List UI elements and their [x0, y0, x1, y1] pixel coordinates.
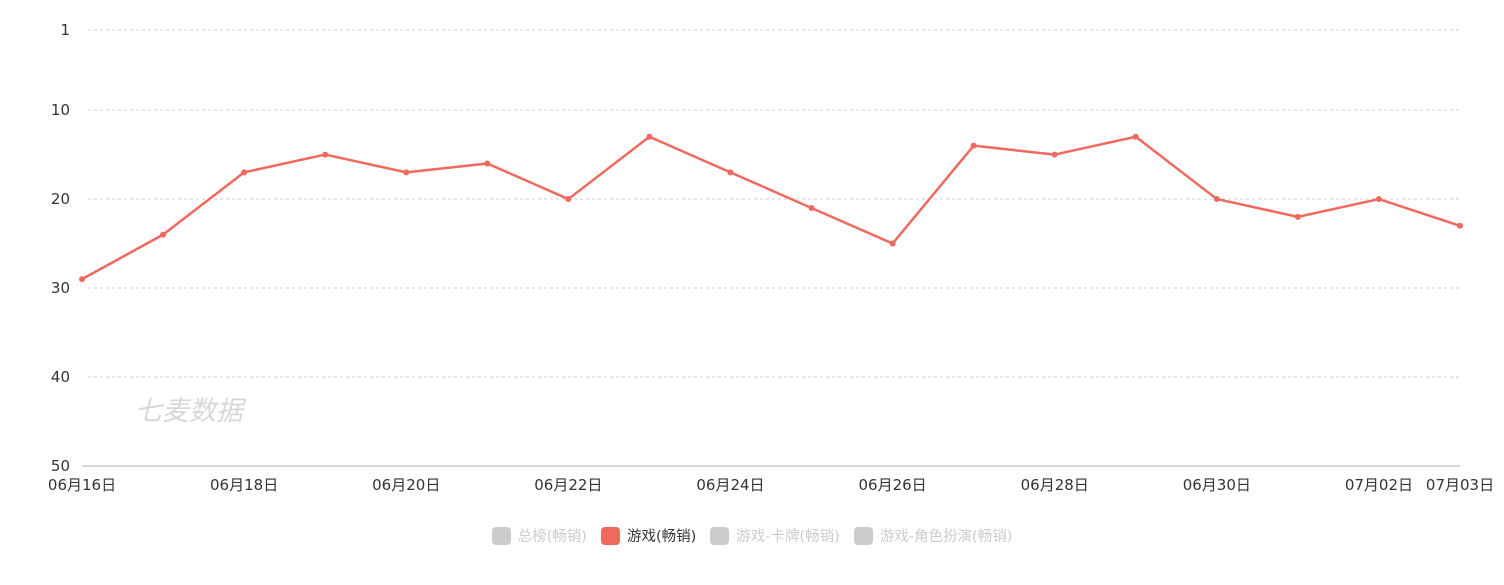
legend-item[interactable]: 游戏(畅销): [600, 525, 697, 546]
x-tick-label: 07月02日: [1345, 476, 1413, 494]
data-point[interactable]: [646, 133, 653, 140]
legend-label: 游戏(畅销): [626, 529, 697, 545]
x-tick-label: 06月24日: [696, 476, 764, 494]
legend-label: 总榜(畅销): [517, 529, 587, 545]
x-tick-label: 06月20日: [372, 476, 440, 494]
legend-swatch: [710, 526, 730, 545]
data-point[interactable]: [1294, 213, 1301, 220]
legend-item[interactable]: 游戏-角色扮演(畅销): [853, 525, 1013, 546]
legend-item[interactable]: 总榜(畅销): [491, 525, 587, 546]
x-tick-label: 06月22日: [534, 476, 602, 494]
data-point[interactable]: [322, 151, 329, 158]
x-axis-ticks: 06月16日 06月18日 06月20日 06月22日 06月24日 06月26日 06月2…: [48, 476, 1494, 494]
data-point[interactable]: [1375, 196, 1382, 203]
x-tick-label: 06月16日: [48, 476, 116, 494]
x-tick-label: 07月03日: [1426, 476, 1494, 494]
y-tick-label: 20: [51, 190, 70, 208]
y-tick-label: 1: [60, 21, 70, 39]
data-point[interactable]: [1457, 222, 1463, 229]
y-axis-ticks: 1 10 20 30 40 50: [51, 21, 70, 475]
watermark: 七麦数据: [135, 396, 247, 427]
x-tick-label: 06月30日: [1183, 476, 1251, 494]
legend-swatch: [853, 526, 873, 545]
y-tick-label: 30: [51, 279, 70, 297]
data-point[interactable]: [241, 169, 248, 176]
legend-swatch: [600, 526, 620, 545]
legend-swatch: [491, 526, 511, 545]
data-point[interactable]: [484, 160, 491, 167]
y-tick-label: 40: [51, 368, 70, 386]
x-tick-label: 06月26日: [858, 476, 926, 494]
legend-label: 游戏-角色扮演(畅销): [879, 529, 1013, 545]
grid-lines: [88, 29, 1460, 378]
x-tick-label: 06月18日: [210, 476, 278, 494]
legend-item[interactable]: 游戏-卡牌(畅销): [710, 525, 840, 546]
data-point[interactable]: [970, 142, 977, 149]
data-point[interactable]: [403, 169, 410, 176]
rank-line-chart: 1 10 20 30 40 50 06月16日 06月18日 06月20日 06月22日 06月2…: [48, 21, 1494, 494]
data-point[interactable]: [79, 276, 85, 283]
y-tick-label: 10: [51, 101, 70, 119]
data-point[interactable]: [808, 204, 815, 211]
data-point[interactable]: [1051, 151, 1058, 158]
data-point[interactable]: [565, 196, 572, 203]
data-point[interactable]: [1132, 133, 1139, 140]
x-tick-label: 06月28日: [1021, 476, 1089, 494]
data-point[interactable]: [727, 169, 734, 176]
y-tick-label: 50: [51, 457, 70, 475]
series-line: [81, 135, 1461, 281]
legend-label: 游戏-卡牌(畅销): [736, 529, 840, 545]
legend: 总榜(畅销) 游戏(畅销) 游戏-卡牌(畅销) 游戏-角色扮演(畅销): [0, 525, 1504, 546]
data-point[interactable]: [1213, 196, 1220, 203]
data-point[interactable]: [160, 231, 167, 238]
data-point[interactable]: [889, 240, 896, 247]
series-game-grossing: [79, 133, 1463, 283]
